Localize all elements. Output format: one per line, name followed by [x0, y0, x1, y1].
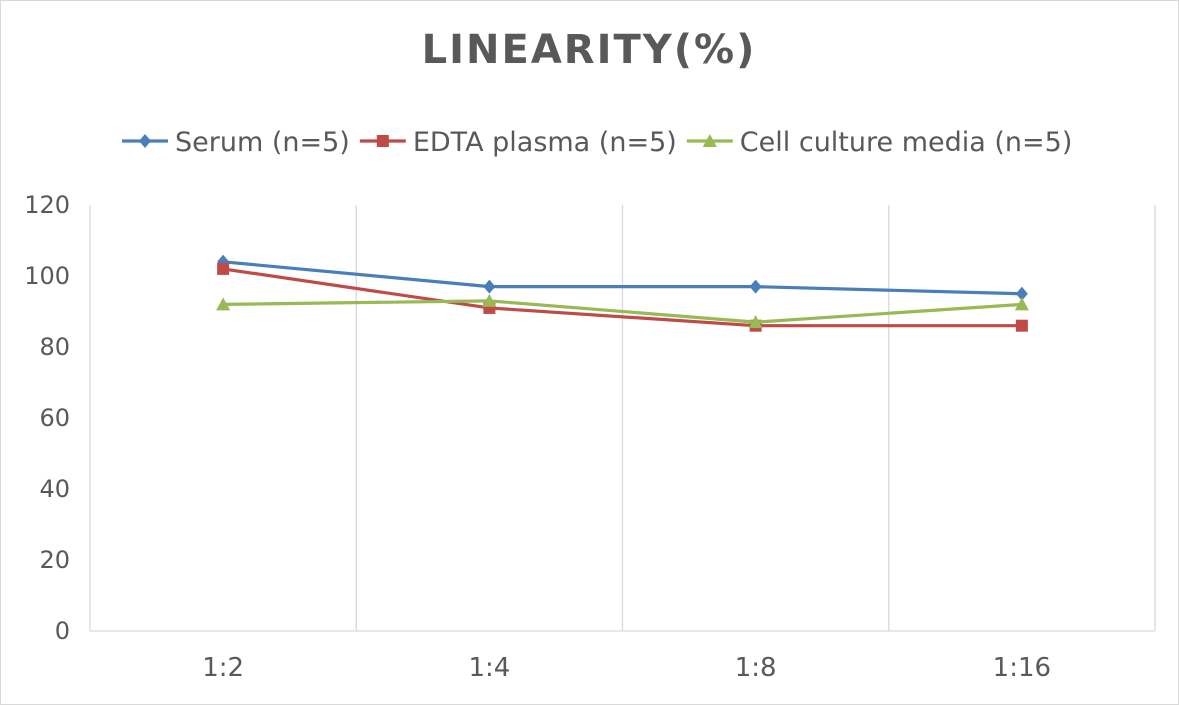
- y-tick-label: 60: [39, 404, 70, 432]
- y-tick-label: 0: [55, 617, 70, 645]
- legend-marker-square: [376, 135, 389, 147]
- legend-label: EDTA plasma (n=5): [413, 127, 677, 158]
- x-tick-label: 1:2: [202, 653, 244, 683]
- y-tick-label: 80: [39, 333, 70, 361]
- series-cell: [216, 293, 1029, 329]
- y-tick-label: 120: [24, 191, 70, 219]
- data-point-triangle: [216, 297, 231, 311]
- legend-marker-diamond: [139, 134, 151, 148]
- x-tick-label: 1:4: [468, 653, 510, 683]
- series-line: [222, 260, 1022, 296]
- legend-entry: EDTA plasma (n=5): [359, 127, 677, 158]
- y-tick-label: 40: [39, 475, 70, 503]
- x-tick-label: 1:16: [993, 653, 1051, 683]
- series-line: [222, 267, 1022, 328]
- series-group: [216, 254, 1029, 332]
- chart-title: LINEARITY(%): [422, 27, 757, 73]
- grid: [89, 205, 1156, 632]
- x-axis: 1:2 1:4 1:8 1:16: [202, 653, 1051, 683]
- data-point-diamond: [483, 279, 496, 294]
- data-point-diamond: [749, 279, 762, 294]
- y-tick-label: 20: [39, 546, 70, 574]
- x-tick-label: 1:8: [735, 653, 777, 683]
- y-axis: 0 20 40 60 80 100 120: [24, 191, 70, 645]
- data-point-triangle: [482, 293, 497, 307]
- legend: Serum (n=5) EDTA plasma (n=5) Cell culture…: [122, 127, 1072, 158]
- legend-label: Serum (n=5): [175, 127, 350, 158]
- legend-entry: Serum (n=5): [122, 127, 350, 158]
- data-point-triangle: [1014, 297, 1029, 311]
- legend-label: Cell culture media (n=5): [740, 127, 1073, 158]
- data-point-triangle: [748, 315, 763, 329]
- series-line: [223, 299, 1022, 324]
- data-point-square: [217, 262, 230, 275]
- y-tick-label: 100: [24, 262, 70, 290]
- legend-marker-triangle: [702, 134, 717, 147]
- legend-entry: Cell culture media (n=5): [686, 127, 1073, 158]
- data-point-square: [1015, 319, 1028, 332]
- data-point-diamond: [1015, 286, 1028, 301]
